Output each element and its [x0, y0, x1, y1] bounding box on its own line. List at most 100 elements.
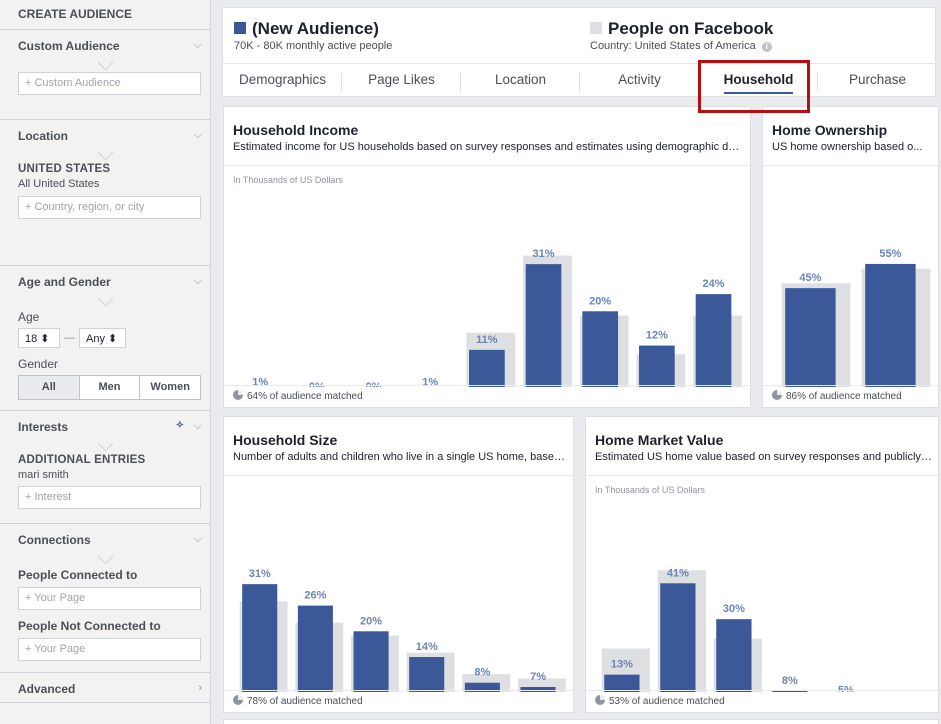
tab-demographics[interactable]: Demographics: [223, 64, 342, 97]
audience-bar: [582, 311, 619, 387]
card-description: Estimated income for US households based…: [233, 141, 743, 153]
household-income-chart: 1%<$15-50%0%$15-20+0%0%$20-30+0%1%$30-40…: [252, 248, 742, 387]
interests-header[interactable]: Interests ✧ ⌵: [0, 410, 210, 452]
section-label: Connections: [18, 533, 91, 547]
data-label: 20%: [589, 295, 611, 307]
tab-bar: Demographics Page Likes Location Activit…: [223, 63, 937, 97]
age-gender-header[interactable]: Age and Gender ⌵: [0, 265, 210, 307]
tab-highlight-box: [698, 60, 810, 113]
age-dash: —: [64, 332, 75, 344]
sidebar-title: CREATE AUDIENCE: [18, 7, 133, 21]
data-label: 8%: [474, 667, 490, 679]
chevron-down-icon[interactable]: ⌵: [193, 275, 202, 287]
suggestions-icon[interactable]: ✧: [175, 420, 184, 431]
chevron-down-icon[interactable]: ⌵: [193, 129, 202, 141]
custom-audience-header[interactable]: Custom Audience ⌵: [0, 29, 210, 71]
card-divider: [586, 475, 938, 476]
connections-header[interactable]: Connections ⌵: [0, 523, 210, 565]
not-connected-input[interactable]: + Your Page: [18, 638, 201, 661]
match-text: 64% of audience matched: [247, 391, 363, 402]
not-connected-label: People Not Connected to: [18, 619, 161, 633]
location-input[interactable]: + Country, region, or city: [18, 196, 201, 219]
tab-label: Household: [723, 72, 794, 87]
active-tab-underline: [724, 92, 793, 94]
age-from-select[interactable]: 18 ⬍: [18, 328, 60, 348]
match-text: 53% of audience matched: [609, 696, 725, 707]
tab-label: Purchase: [848, 72, 907, 87]
data-label: 14%: [416, 641, 438, 653]
data-label: 20%: [360, 615, 382, 627]
data-label: 11%: [476, 334, 498, 346]
tab-label: Location: [494, 72, 547, 87]
tab-household[interactable]: Household: [699, 64, 818, 97]
chevron-down-icon[interactable]: ⌵: [193, 420, 202, 432]
card-title: Household Size: [233, 432, 338, 448]
tab-purchase[interactable]: Purchase: [818, 64, 937, 97]
data-label: 7%: [530, 671, 546, 683]
interest-input[interactable]: + Interest: [18, 486, 201, 509]
chevron-right-icon[interactable]: ›: [198, 682, 202, 694]
location-header[interactable]: Location ⌵: [0, 119, 210, 161]
section-label: Age and Gender: [18, 275, 111, 289]
audience-size: 70K - 80K monthly active people: [234, 40, 393, 52]
audience-bar: [409, 657, 445, 692]
connected-input[interactable]: + Your Page: [18, 587, 201, 610]
household-size-card: Household Size Number of adults and chil…: [223, 416, 574, 713]
interest-entry: mari smith: [18, 469, 69, 481]
gender-all-button[interactable]: All: [19, 376, 79, 399]
audience-bar: [695, 294, 732, 387]
card-footer: 53% of audience matched: [586, 690, 938, 712]
audience-bar: [785, 288, 836, 387]
info-icon[interactable]: i: [761, 42, 772, 52]
home-market-value-chart: 13%<$100-38%41%$100-250-9%30%$250-500+25…: [601, 567, 910, 692]
audience-bar: [297, 605, 333, 692]
card-title: Home Ownership: [772, 122, 888, 138]
tab-location[interactable]: Location: [461, 64, 580, 97]
compare-title: People on Facebook: [590, 19, 773, 39]
age-label: Age: [18, 310, 40, 324]
chevron-down-icon[interactable]: ⌵: [193, 533, 202, 545]
audience-bar: [242, 584, 278, 692]
audience-bar: [639, 345, 675, 387]
card-divider: [763, 165, 938, 166]
pie-icon: [233, 390, 243, 400]
compare-swatch: [590, 22, 602, 34]
match-text: 86% of audience matched: [786, 391, 902, 402]
advanced-header[interactable]: Advanced ›: [0, 672, 210, 702]
custom-audience-input[interactable]: + Custom Audience: [18, 72, 201, 95]
audience-bar: [865, 263, 916, 387]
sidebar: CREATE AUDIENCE Custom Audience ⌵ + Cust…: [0, 0, 211, 724]
gender-women-button[interactable]: Women: [139, 376, 200, 399]
audience-name: (New Audience): [252, 19, 379, 38]
audience-bar: [772, 690, 808, 692]
card-divider: [224, 475, 573, 476]
data-label: 3%: [894, 691, 910, 692]
audience-bar: [525, 264, 562, 387]
chevron-down-icon[interactable]: ⌵: [193, 39, 202, 51]
data-label: 0%: [366, 381, 382, 387]
data-label: 12%: [646, 330, 668, 342]
match-text: 78% of audience matched: [247, 696, 363, 707]
card-title: Home Market Value: [595, 432, 724, 448]
home-market-value-card: Home Market Value Estimated US home valu…: [585, 416, 939, 713]
household-size-chart: 31%1+15%26%2+18%20%3+5%14%4-7%8%5-20%7%6…: [239, 568, 566, 692]
data-label: 1%: [422, 377, 438, 387]
tab-activity[interactable]: Activity: [580, 64, 699, 97]
next-card-edge: [223, 719, 939, 724]
audience-header: (New Audience) 70K - 80K monthly active …: [222, 7, 937, 97]
age-to-select[interactable]: Any ⬍: [79, 328, 126, 348]
home-ownership-chart: 45%Renter-4%55%Owner+4%: [781, 248, 931, 387]
card-description: US home ownership based o...: [772, 141, 923, 153]
section-label: Interests: [18, 420, 69, 434]
unit-label: In Thousands of US Dollars: [233, 175, 343, 185]
home-ownership-card: Home Ownership US home ownership based o…: [762, 106, 939, 408]
card-footer: 78% of audience matched: [224, 690, 573, 712]
audience-bar: [469, 349, 505, 387]
tab-page-likes[interactable]: Page Likes: [342, 64, 461, 97]
audience-title: (New Audience): [234, 19, 379, 39]
gender-men-button[interactable]: Men: [78, 376, 140, 399]
tab-label: Demographics: [238, 72, 327, 87]
audience-bar: [520, 687, 556, 692]
card-divider: [224, 165, 750, 166]
audience-bar: [464, 682, 500, 692]
